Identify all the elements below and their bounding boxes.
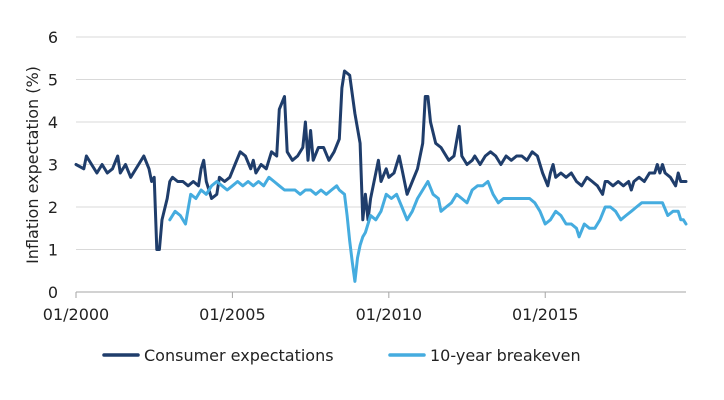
y-axis-title: Inflation expectation (%) bbox=[23, 66, 42, 264]
y-tick-label: 6 bbox=[48, 28, 58, 47]
y-tick-label: 0 bbox=[48, 283, 58, 302]
legend: Consumer expectations 10-year breakeven bbox=[102, 346, 581, 365]
gridlines bbox=[76, 36, 686, 250]
series-line-consumer-expectations bbox=[74, 69, 688, 251]
y-tick-label: 1 bbox=[48, 241, 58, 260]
y-tick-label: 4 bbox=[48, 113, 58, 132]
x-tick-label: 01/2010 bbox=[356, 305, 422, 324]
series-lines bbox=[74, 69, 688, 283]
x-tick-label: 01/2005 bbox=[199, 305, 265, 324]
y-tick-label: 2 bbox=[48, 198, 58, 217]
series-line-10-year-breakeven bbox=[168, 175, 688, 283]
y-tick-label: 5 bbox=[48, 71, 58, 90]
x-tick-label: 01/2015 bbox=[512, 305, 578, 324]
legend-label: 10-year breakeven bbox=[430, 346, 581, 365]
x-tick-label: 01/2000 bbox=[43, 305, 109, 324]
legend-label: Consumer expectations bbox=[144, 346, 334, 365]
y-tick-label: 3 bbox=[48, 156, 58, 175]
axes: 0 1 2 3 4 5 6 01/2000 01/2005 01/2010 01/2015 bbox=[43, 28, 686, 324]
